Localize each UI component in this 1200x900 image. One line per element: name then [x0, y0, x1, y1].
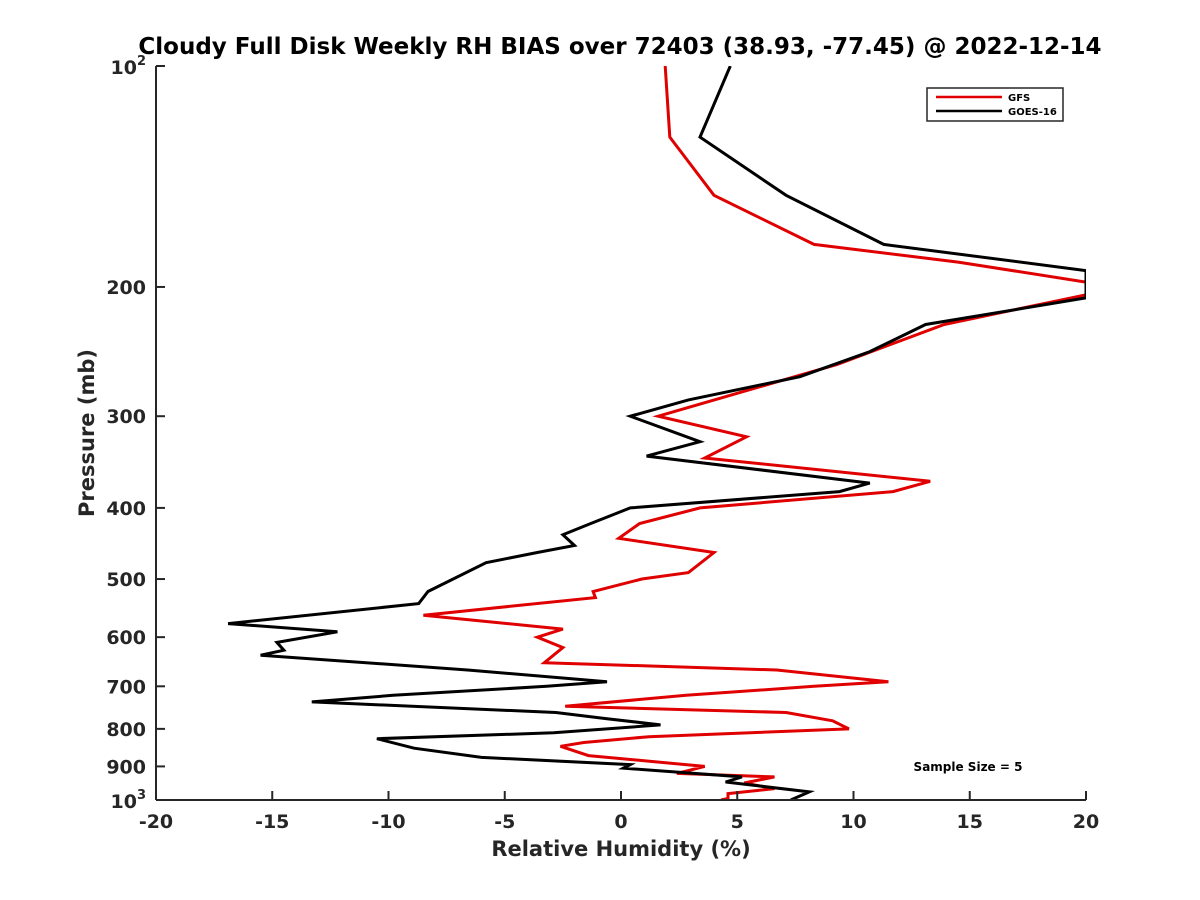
x-tick-label: 5: [731, 811, 744, 833]
y-tick-label: 200: [106, 277, 146, 299]
y-tick-label: 103: [111, 788, 147, 813]
x-tick-label: 0: [614, 811, 627, 833]
sample-size-annotation: Sample Size = 5: [914, 760, 1023, 774]
y-tick-label: 500: [106, 569, 146, 591]
x-axis-label: Relative Humidity (%): [491, 837, 750, 861]
y-tick-label: 400: [106, 498, 146, 520]
x-tick-label: -20: [139, 811, 173, 833]
series-line-gfs: [423, 66, 1086, 800]
y-tick-label: 600: [106, 627, 146, 649]
x-tick-label: 15: [957, 811, 983, 833]
y-tick-label: 102: [111, 54, 147, 79]
y-tick-label: 700: [106, 676, 146, 698]
y-tick-label: 900: [106, 756, 146, 778]
x-tick-label: 10: [840, 811, 866, 833]
series-layer: [227, 66, 1086, 800]
x-tick-label: 20: [1073, 811, 1099, 833]
ticks-layer: -20 -15 -10 -5 0 5 10 15 20 102 200 300 400 500 600 700…: [106, 54, 1099, 833]
series-line-goes16: [227, 66, 1086, 800]
legend: GFS GOES-16: [926, 87, 1064, 122]
legend-box: [926, 87, 1064, 122]
y-tick-label: 800: [106, 719, 146, 741]
y-axis-label: Pressure (mb): [75, 349, 99, 517]
x-tick-label: -10: [371, 811, 405, 833]
legend-label-gfs: GFS: [1008, 93, 1030, 104]
chart-title: Cloudy Full Disk Weekly RH BIAS over 724…: [138, 34, 1101, 60]
legend-label-goes16: GOES-16: [1008, 107, 1057, 118]
x-tick-label: -5: [494, 811, 515, 833]
y-tick-label: 300: [106, 406, 146, 428]
x-tick-label: -15: [255, 811, 289, 833]
